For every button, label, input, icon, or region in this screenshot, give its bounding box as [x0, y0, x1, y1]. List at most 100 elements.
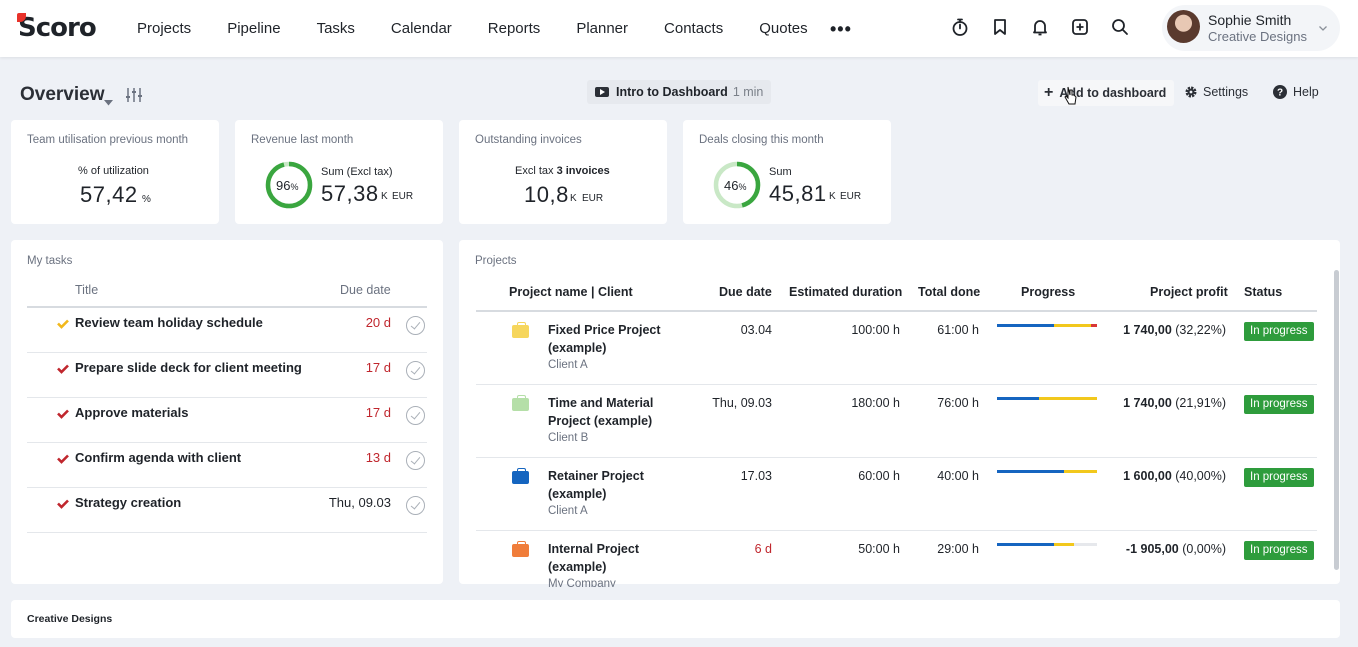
projects-title: Projects: [475, 255, 517, 267]
kpi-card-revenue[interactable]: Revenue last month 96% Sum (Excl tax) 57…: [235, 120, 443, 224]
search-icon[interactable]: [1108, 15, 1132, 39]
kpi-unit: K: [829, 191, 836, 202]
tasks-col-title[interactable]: Title: [75, 283, 99, 297]
main-nav: Projects Pipeline Tasks Calendar Reports…: [137, 0, 844, 57]
project-name[interactable]: Retainer Project (example): [548, 469, 644, 501]
project-client[interactable]: My Company: [548, 578, 616, 587]
project-client[interactable]: Client A: [548, 359, 588, 371]
task-due-date: 13 d: [365, 450, 391, 465]
revenue-percent: 96%: [276, 178, 299, 193]
kpi-value: 57,42: [80, 182, 138, 207]
page-title[interactable]: Overview: [20, 84, 105, 105]
project-row[interactable]: Fixed Price Project (example) Client A 03.…: [476, 312, 1317, 385]
progress-segment: [997, 543, 1054, 546]
help-button[interactable]: ? Help: [1273, 85, 1319, 99]
status-badge[interactable]: In progress: [1244, 322, 1314, 341]
complete-task-checkbox[interactable]: [406, 316, 425, 335]
task-title[interactable]: Prepare slide deck for client meeting: [75, 360, 302, 375]
project-row[interactable]: Internal Project (example) My Company 6 d 5…: [476, 531, 1317, 587]
projects-header-divider: [476, 310, 1317, 312]
task-row[interactable]: Approve materials 17 d: [27, 398, 427, 443]
task-check-icon: [57, 316, 69, 334]
project-row[interactable]: Retainer Project (example) Client A 17.03 6…: [476, 458, 1317, 531]
company-widget: [11, 600, 1340, 638]
gear-icon: [1184, 85, 1198, 99]
project-estimated-duration: 50:00 h: [858, 542, 900, 556]
briefcase-icon: [512, 322, 529, 338]
kpi-sublabel: Sum (Excl tax): [321, 166, 393, 178]
project-client[interactable]: Client B: [548, 432, 589, 444]
nav-item-tasks[interactable]: Tasks: [316, 20, 355, 37]
project-name[interactable]: Time and Material Project (example): [548, 396, 654, 428]
plus-icon: +: [1044, 84, 1054, 101]
nav-item-calendar[interactable]: Calendar: [390, 20, 452, 37]
task-due-date: Thu, 09.03: [328, 495, 391, 510]
task-check-icon: [57, 361, 69, 379]
user-menu[interactable]: Sophie Smith Creative Designs: [1162, 5, 1340, 51]
intro-video-button[interactable]: Intro to Dashboard 1 min: [587, 80, 772, 104]
project-progress-bar: [997, 397, 1097, 400]
projects-scrollbar[interactable]: [1334, 270, 1339, 570]
nav-item-contacts[interactable]: Contacts: [664, 20, 724, 37]
caret-down-icon[interactable]: [104, 93, 113, 111]
project-name[interactable]: Internal Project (example): [548, 542, 639, 574]
status-badge[interactable]: In progress: [1244, 395, 1314, 414]
task-row[interactable]: Prepare slide deck for client meeting 17 …: [27, 353, 427, 398]
kpi-card-invoices[interactable]: Outstanding invoices Excl tax 3 invoices…: [459, 120, 667, 224]
task-title[interactable]: Review team holiday schedule: [75, 315, 263, 330]
user-name: Sophie Smith: [1208, 12, 1292, 28]
nav-item-pipeline[interactable]: Pipeline: [227, 20, 281, 37]
kpi-card-utilisation[interactable]: Team utilisation previous month % of uti…: [11, 120, 219, 224]
project-due-date: Thu, 09.03: [712, 396, 772, 410]
project-total-done: 61:00 h: [937, 323, 979, 337]
task-title[interactable]: Confirm agenda with client: [75, 450, 242, 465]
complete-task-checkbox[interactable]: [406, 361, 425, 380]
col-total-done[interactable]: Total done: [918, 285, 981, 299]
tasks-header-divider: [27, 306, 427, 308]
complete-task-checkbox[interactable]: [406, 451, 425, 470]
briefcase-icon: [512, 541, 529, 557]
intro-label: Intro to Dashboard: [616, 85, 728, 99]
tasks-col-due[interactable]: Due date: [340, 283, 391, 297]
kpi-card-deals[interactable]: Deals closing this month 46% Sum 45,81 K…: [683, 120, 891, 224]
project-client[interactable]: Client A: [548, 505, 588, 517]
col-due-date[interactable]: Due date: [719, 285, 772, 299]
add-to-dashboard-button[interactable]: + Add to dashboard: [1038, 80, 1175, 106]
project-name[interactable]: Fixed Price Project (example): [548, 323, 661, 355]
status-badge[interactable]: In progress: [1244, 468, 1314, 487]
complete-task-checkbox[interactable]: [406, 406, 425, 425]
col-project-profit[interactable]: Project profit: [1150, 285, 1228, 299]
kpi-sublabel: Sum: [769, 166, 792, 178]
add-new-icon[interactable]: [1068, 15, 1092, 39]
task-row[interactable]: Confirm agenda with client 13 d: [27, 443, 427, 488]
bell-icon[interactable]: [1028, 15, 1052, 39]
col-progress[interactable]: Progress: [1021, 285, 1076, 299]
settings-button[interactable]: Settings: [1184, 85, 1248, 99]
task-title[interactable]: Strategy creation: [75, 495, 182, 510]
col-project-name[interactable]: Project name | Client: [509, 285, 633, 299]
nav-item-quotes[interactable]: Quotes: [759, 20, 808, 37]
task-row[interactable]: Review team holiday schedule 20 d: [27, 308, 427, 353]
scoro-logo[interactable]: Scoro: [17, 13, 97, 42]
col-estimated-duration[interactable]: Estimated duration: [789, 285, 903, 299]
task-title[interactable]: Approve materials: [75, 405, 189, 420]
progress-segment: [997, 397, 1039, 400]
nav-item-planner[interactable]: Planner: [576, 20, 629, 37]
filter-sliders-icon[interactable]: [125, 87, 143, 108]
nav-more-button[interactable]: •••: [830, 19, 852, 39]
project-estimated-duration: 100:00 h: [851, 323, 900, 337]
col-status[interactable]: Status: [1244, 285, 1283, 299]
timer-icon[interactable]: [948, 15, 972, 39]
kpi-value: 10,8: [524, 182, 569, 207]
nav-item-reports[interactable]: Reports: [487, 20, 541, 37]
project-total-done: 40:00 h: [937, 469, 979, 483]
project-row[interactable]: Time and Material Project (example) Clien…: [476, 385, 1317, 458]
status-badge[interactable]: In progress: [1244, 541, 1314, 560]
bookmark-icon[interactable]: [988, 15, 1012, 39]
progress-segment: [1064, 470, 1097, 473]
complete-task-checkbox[interactable]: [406, 496, 425, 515]
task-row[interactable]: Strategy creation Thu, 09.03: [27, 488, 427, 533]
project-progress-bar: [997, 470, 1097, 473]
nav-item-projects[interactable]: Projects: [137, 20, 192, 37]
project-total-done: 29:00 h: [937, 542, 979, 556]
